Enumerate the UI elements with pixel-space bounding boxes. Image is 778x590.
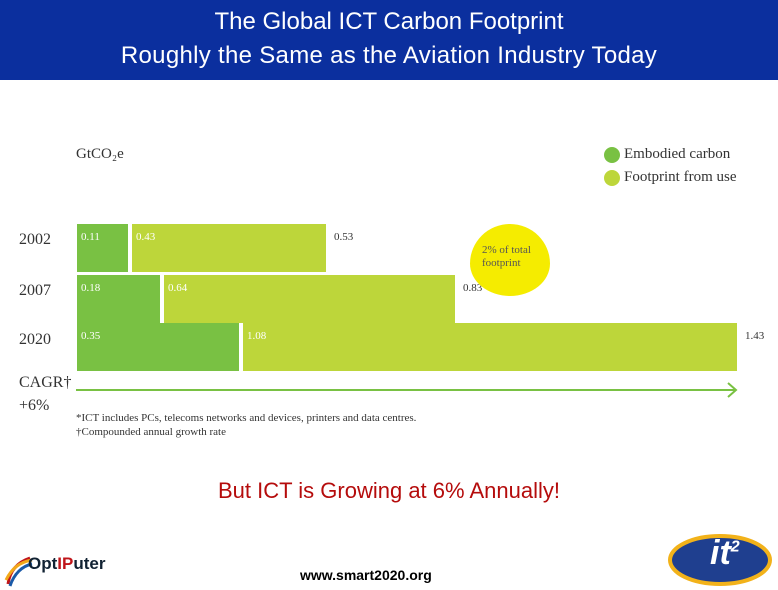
legend-embodied-label: Embodied carbon bbox=[624, 146, 731, 162]
source-url: www.smart2020.org bbox=[300, 567, 432, 583]
optiputer-wordmark: OptIPuter bbox=[28, 554, 105, 574]
year-label-2007: 2007 bbox=[19, 282, 51, 299]
bar-label-2020-embodied: 0.35 bbox=[81, 330, 101, 342]
optiputer-swoosh-icon bbox=[4, 556, 33, 587]
bar-label-2002-embodied: 0.11 bbox=[81, 231, 100, 243]
year-label-2002: 2002 bbox=[19, 231, 51, 248]
slide-header: The Global ICT Carbon Footprint Roughly … bbox=[0, 0, 778, 80]
it2-mark: it2 bbox=[710, 534, 740, 573]
it2-mark-sup: 2 bbox=[730, 538, 740, 556]
legend-use-label: Footprint from use bbox=[624, 169, 737, 185]
growth-arrow-head bbox=[727, 382, 738, 398]
legend-embodied: Embodied carbon bbox=[604, 146, 730, 163]
growth-statement: But ICT is Growing at 6% Annually! bbox=[218, 478, 560, 503]
bar-2020-use bbox=[243, 323, 737, 371]
optiputer-word-uter: uter bbox=[73, 554, 106, 573]
bar-2002-embodied bbox=[77, 224, 128, 272]
optiputer-word-opt: Opt bbox=[28, 554, 58, 573]
callout-bubble: 2% of total footprint bbox=[470, 224, 550, 296]
bar-label-2007-use: 0.64 bbox=[168, 282, 188, 294]
year-label-2020: 2020 bbox=[19, 331, 51, 348]
it2-emblem-icon bbox=[668, 534, 772, 586]
cagr-value: +6% bbox=[19, 397, 50, 414]
it2-mark-text: it bbox=[710, 534, 731, 572]
callout-line-2: footprint bbox=[482, 257, 521, 269]
bar-label-2002-use: 0.43 bbox=[136, 231, 156, 243]
footnote-cagr: †Compounded annual growth rate bbox=[76, 426, 226, 438]
chart-units-label: GtCO₂e bbox=[76, 146, 124, 162]
cagr-label: CAGR† bbox=[19, 374, 72, 391]
total-label-2007: 0.83 bbox=[463, 282, 483, 294]
total-label-2002: 0.53 bbox=[334, 231, 354, 243]
bar-2020-embodied bbox=[77, 323, 239, 371]
bar-label-2007-embodied: 0.18 bbox=[81, 282, 101, 294]
bar-label-2020-use: 1.08 bbox=[247, 330, 267, 342]
bar-2007-use bbox=[164, 275, 455, 323]
bar-2007-embodied bbox=[77, 275, 160, 323]
optiputer-word-ip: IP bbox=[57, 554, 74, 573]
it2-logo: it2 bbox=[666, 530, 774, 588]
footnote-ict: *ICT includes PCs, telecoms networks and… bbox=[76, 412, 417, 424]
growth-arrow bbox=[76, 382, 738, 398]
bar-2002-use bbox=[132, 224, 326, 272]
callout-line-1: 2% of total bbox=[482, 244, 531, 256]
legend-embodied-swatch bbox=[604, 146, 620, 163]
title-line-2: Roughly the Same as the Aviation Industr… bbox=[120, 42, 658, 69]
legend-use-swatch bbox=[604, 169, 620, 186]
optiputer-logo: OptIPuter bbox=[4, 540, 124, 588]
total-label-2020: 1.43 bbox=[745, 330, 765, 342]
title-line-1: The Global ICT Carbon Footprint bbox=[214, 8, 564, 35]
legend-use: Footprint from use bbox=[604, 169, 737, 186]
